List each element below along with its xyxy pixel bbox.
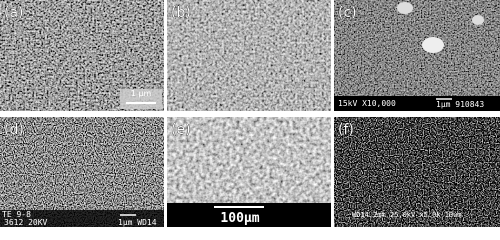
micrograph xyxy=(167,0,331,111)
panel-e: 100μm (e) xyxy=(167,117,331,227)
scale-label: 1 μm xyxy=(131,89,152,98)
figure: 1 μm (a) (b) 15kV X10,000 1μm 910843 (c)… xyxy=(0,0,500,227)
micrograph xyxy=(334,117,500,227)
info-text: 3612 20KV xyxy=(4,218,48,227)
panel-label: (e) xyxy=(171,122,191,138)
panel-label: (a) xyxy=(4,5,24,21)
info-text: WD14.2mm 25.0kV x5.0k 10um xyxy=(352,211,462,219)
panel-label: (f) xyxy=(338,122,354,138)
particle xyxy=(422,37,444,53)
panel-b: (b) xyxy=(167,0,331,111)
panel-c: 15kV X10,000 1μm 910843 (c) xyxy=(334,0,500,111)
micrograph xyxy=(0,117,164,227)
scale-label: 100μm xyxy=(220,211,259,226)
particle xyxy=(472,15,484,25)
particle xyxy=(397,2,413,14)
panel-d: TE 9-8 3612 20KV 1μm WD14 (d) xyxy=(0,117,164,227)
panel-a: 1 μm (a) xyxy=(0,0,164,111)
info-bar xyxy=(334,96,500,111)
scale-label: 1μm 910843 xyxy=(436,100,484,109)
info-text: 15kV X10,000 xyxy=(338,99,396,108)
info-text: TE 9-8 xyxy=(2,210,31,219)
panel-label: (c) xyxy=(338,5,357,21)
scale-label: 1μm WD14 xyxy=(118,218,157,227)
panel-label: (d) xyxy=(4,122,24,138)
panel-f: WD14.2mm 25.0kV x5.0k 10um (f) xyxy=(334,117,500,227)
panel-label: (b) xyxy=(171,5,191,21)
